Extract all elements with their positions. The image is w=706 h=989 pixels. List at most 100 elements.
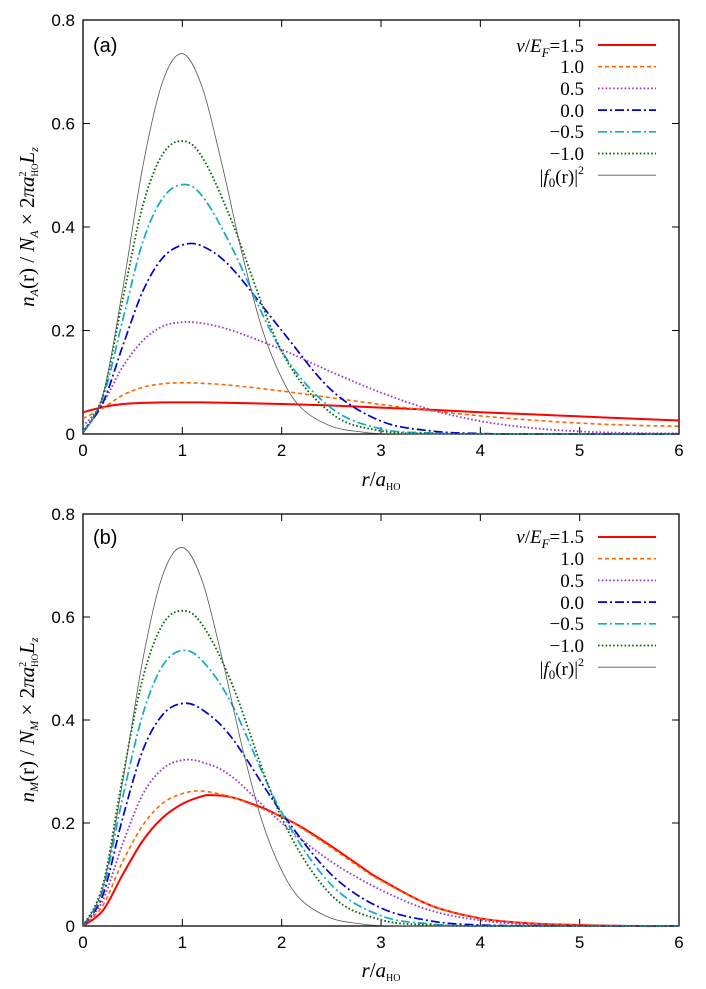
legend-b-f0-sup: 2 [578,655,584,669]
legend-b-entry-3: 0.5 [560,571,584,592]
legend-b-entry-6: −1.0 [550,636,584,657]
legend-entry-2: 1.0 [560,57,584,78]
y-tick-label: 0.4 [51,218,75,237]
series-line-1-0 [82,140,679,435]
legend-equals: = [550,36,561,57]
legend-b-F-sub: F [541,536,551,551]
legend-slash: / [525,36,531,57]
ylabel-b-a-sub: HO [30,653,40,666]
panel-a-xlabel: r/aHO [362,467,401,493]
legend-f0-sup: 2 [578,163,584,177]
series-line-f0-r-2 [82,547,679,927]
ylabel-b-n: n [15,792,39,803]
panel-b: 0 1 2 3 4 5 600.20.40.60.8 (b) ν/EF=1.5 1.0 0.… [15,505,684,984]
series-line-1-0 [82,381,680,427]
ylabel-b-N: N [15,730,39,746]
legend-b-entry-5: −0.5 [550,614,584,635]
legend-b-f0-sub: 0 [549,667,556,682]
y-tick-label: 0 [66,425,75,444]
legend-b-f0-f: f [543,659,551,680]
legend-b-f0-arg: (r) [555,659,574,680]
ylabel-b-r-arg: (r) [15,761,39,782]
legend-f0-sub: 0 [549,175,556,190]
y-tick-label: 0.8 [51,505,75,524]
x-tick-label: 3 [376,933,385,952]
panel-b-ticks: 0 1 2 3 4 5 6 0 0.2 0.4 0.6 0.8 [51,505,683,952]
panel-a-frame [82,19,680,435]
legend-b-E: E [529,527,542,548]
y-tick-label: 0.8 [51,11,75,30]
ylabel-a-sup: 2 [18,171,29,176]
ylabel-b-mid: / [15,745,39,761]
legend-f0-f: f [543,167,551,188]
legend-b-f0-open: | [540,659,544,680]
legend-b-nu: ν [516,527,525,548]
xlabel-b-r: r [362,958,371,982]
ylabel-b-times: × 2 [15,688,39,721]
ylabel-r-arg: (r) [15,268,39,289]
series-line-f0-r-2 [82,53,679,435]
series-line-0-0 [82,702,680,927]
legend-entry-1: ν/EF=1.5 [516,36,584,60]
series-line-1-0 [82,790,680,927]
x-tick-label: 6 [674,933,683,952]
y-tick-label: 0.6 [51,608,75,627]
y-tick-label: 0.2 [51,814,75,833]
panel-b-ylabel: nM(r) / NM × 2πa2HOLz [15,637,41,802]
ylabel-N-sub: A [27,230,41,239]
series-line-1-5 [82,794,680,928]
ylabel-b-L-sub: z [27,637,41,643]
legend-F-sub: F [541,45,551,60]
y-tick-label: 0.4 [51,711,75,730]
legend-value-1: 1.5 [560,36,584,57]
legend-nu: ν [516,36,525,57]
ylabel-n: n [15,296,39,307]
x-tick-label: 5 [575,933,584,952]
ylabel-n-sub: A [27,288,41,297]
x-tick-label: 2 [277,441,286,460]
xlabel-r: r [362,467,371,491]
y-tick-label: 0.2 [51,322,75,341]
panel-b-frame [82,513,680,927]
x-tick-label: 0 [78,441,87,460]
ylabel-a: a [15,176,39,187]
x-tick-label: 5 [575,441,584,460]
x-tick-label: 1 [178,441,187,460]
xlabel-sub: HO [386,482,400,493]
panel-a-ylabel: nA(r) / NA × 2πa2HOLz [15,147,41,307]
ylabel-mid: / [15,252,39,268]
y-tick-label: 0 [66,917,75,936]
ylabel-times: × 2 [15,198,39,231]
ylabel-b-a: a [15,667,39,678]
legend-b-entry-2: 1.0 [560,549,584,570]
xlabel-b-a: a [376,958,387,982]
legend-entry-5: −0.5 [550,122,584,143]
y-tick-label: 0.6 [51,115,75,134]
legend-b-f0-close: | [574,659,578,680]
ylabel-b-a-sup: 2 [18,662,29,667]
legend-f0-open: | [540,167,544,188]
panel-b-curves [82,547,680,928]
panel-b-xlabel: r/aHO [362,958,401,984]
series-line-1-5 [82,401,680,422]
ylabel-pi: π [15,187,39,198]
x-tick-label: 4 [476,441,485,460]
ylabel-b-N-sub: M [27,720,41,732]
x-tick-label: 1 [178,933,187,952]
series-line-0-5 [82,649,679,927]
x-tick-label: 0 [78,933,87,952]
panel-a-curves [82,53,680,435]
series-line-0-0 [82,242,679,435]
legend-b-value-1: 1.5 [560,527,584,548]
x-tick-label: 3 [376,441,385,460]
legend-entry-6: −1.0 [550,144,584,165]
ylabel-N: N [15,237,39,253]
legend-f0-close: | [574,167,578,188]
panel-a-legend-samples [598,44,656,176]
ylabel-b-n-sub: M [27,781,41,793]
legend-entry-3: 0.5 [560,79,584,100]
legend-b-entry-7: |f0(r)|2 [540,655,584,682]
xlabel-b-slash: / [370,958,376,982]
ylabel-L-sub: z [27,147,41,153]
